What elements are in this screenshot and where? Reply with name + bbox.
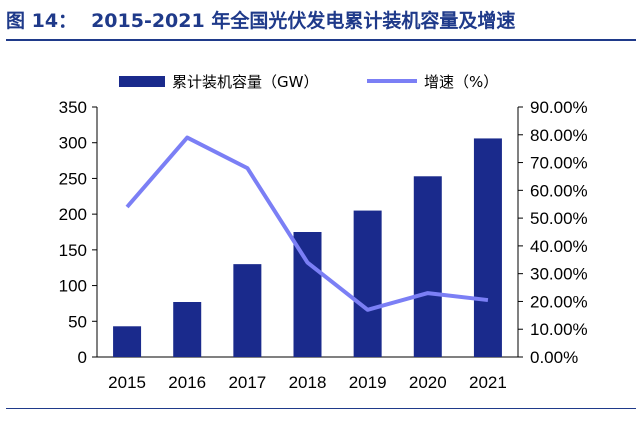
right-tick-label: 70.00% (530, 154, 588, 173)
capacity-bar (233, 264, 262, 357)
x-tick-label: 2017 (228, 373, 266, 392)
x-tick-label: 2021 (469, 373, 507, 392)
growth-rate-line (125, 135, 489, 312)
title-rule (6, 39, 636, 41)
figure-label: 图 14： (6, 10, 78, 32)
legend-bar-label: 累计装机容量（GW） (172, 73, 318, 91)
x-tick-label: 2016 (168, 373, 206, 392)
left-tick-label: 50 (68, 312, 87, 331)
right-tick-label: 30.00% (530, 265, 588, 284)
right-tick-label: 90.00% (530, 98, 588, 117)
x-tick-label: 2019 (349, 373, 387, 392)
right-tick-label: 10.00% (530, 320, 588, 339)
capacity-bar (413, 176, 442, 357)
left-tick-label: 150 (59, 241, 87, 260)
right-tick-label: 60.00% (530, 181, 588, 200)
capacity-bar (473, 138, 502, 357)
legend-line-label: 增速（%） (424, 73, 498, 91)
left-tick-label: 250 (59, 169, 87, 188)
capacity-bar (353, 210, 382, 357)
left-tick-label: 0 (78, 348, 87, 367)
capacity-bar (113, 326, 142, 357)
figure-title: 图 14： 2015-2021 年全国光伏发电累计装机容量及增速 (6, 6, 636, 36)
right-tick-label: 50.00% (530, 209, 588, 228)
left-tick-label: 200 (59, 205, 87, 224)
left-tick-label: 100 (59, 277, 87, 296)
capacity-bar (173, 302, 202, 357)
right-tick-label: 80.00% (530, 126, 588, 145)
growth-line-group (125, 135, 489, 312)
x-tick-label: 2015 (108, 373, 146, 392)
legend: 累计装机容量（GW） 增速（%） (119, 73, 498, 91)
x-tick-label: 2018 (289, 373, 327, 392)
axes: 0 50 100 150 200 250 300 350 0.00% 10.00% 20.00% 30… (59, 98, 588, 367)
right-tick-label: 0.00% (530, 348, 578, 367)
legend-bar-swatch (119, 76, 165, 87)
right-tick-label: 20.00% (530, 292, 588, 311)
x-tick-labels: 2015 2016 2017 2018 2019 2020 2021 (108, 373, 507, 392)
bars (113, 138, 502, 357)
figure-title-text: 2015-2021 年全国光伏发电累计装机容量及增速 (91, 10, 516, 32)
bottom-rule (6, 408, 636, 409)
right-tick-label: 40.00% (530, 237, 588, 256)
capacity-bar (293, 232, 322, 357)
left-tick-label: 300 (59, 134, 87, 153)
left-tick-label: 350 (59, 98, 87, 117)
x-tick-label: 2020 (409, 373, 447, 392)
